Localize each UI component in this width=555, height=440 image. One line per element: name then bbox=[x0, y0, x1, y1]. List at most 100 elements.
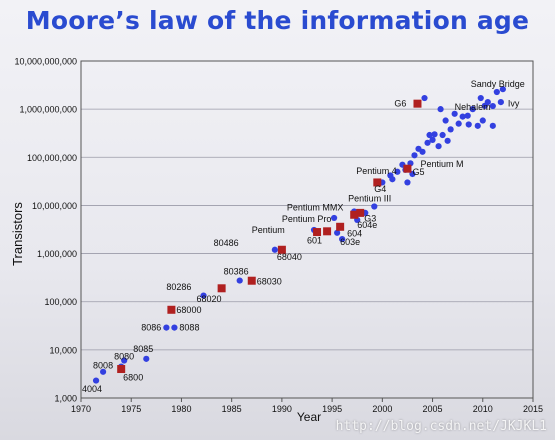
intel-data-point bbox=[437, 106, 444, 113]
x-tick-label: 1995 bbox=[322, 404, 342, 414]
intel-data-point bbox=[429, 136, 436, 143]
processor-label: 603e bbox=[340, 237, 360, 247]
intel-data-point bbox=[143, 355, 150, 362]
x-axis-label: Year bbox=[297, 410, 321, 424]
motorola-data-point bbox=[336, 222, 345, 231]
grid-layer bbox=[81, 108, 533, 351]
processor-label: 4004 bbox=[82, 384, 102, 394]
y-tick-label: 1,000,000,000 bbox=[19, 105, 77, 115]
x-tick-label: 1980 bbox=[171, 404, 191, 414]
y-tick-label: 100,000 bbox=[44, 297, 77, 307]
intel-data-point bbox=[451, 110, 458, 117]
y-tick-label: 10,000,000,000 bbox=[14, 57, 77, 67]
motorola-data-point bbox=[323, 227, 332, 236]
intel-data-point bbox=[474, 122, 481, 129]
motorola-data-point bbox=[313, 228, 322, 237]
intel-data-point bbox=[200, 292, 207, 299]
processor-label: Pentium M bbox=[421, 159, 464, 169]
processor-label: Pentium MMX bbox=[287, 203, 344, 213]
chart-title: Moore’s law of the information age bbox=[25, 6, 530, 35]
intel-data-point bbox=[455, 120, 462, 127]
processor-label: 68020 bbox=[197, 294, 222, 304]
intel-data-point bbox=[421, 94, 428, 102]
processor-label: 80386 bbox=[224, 267, 249, 277]
intel-data-point bbox=[389, 176, 396, 183]
intel-data-point bbox=[92, 377, 100, 384]
processor-label: 68030 bbox=[257, 276, 282, 286]
x-tick-label: 1985 bbox=[222, 404, 242, 414]
intel-data-point bbox=[469, 106, 476, 113]
intel-data-point bbox=[99, 368, 107, 375]
y-axis-label: Transistors bbox=[10, 202, 25, 266]
processor-label: 80486 bbox=[214, 238, 239, 248]
processor-label: G3 bbox=[364, 213, 376, 223]
motorola-data-point bbox=[277, 245, 286, 254]
processor-label: G5 bbox=[412, 167, 424, 177]
processor-label: 604 bbox=[347, 229, 362, 239]
motorola-data-point bbox=[167, 305, 176, 314]
intel-data-point bbox=[447, 126, 454, 133]
x-tick-label: 2015 bbox=[523, 404, 543, 414]
intel-data-point bbox=[426, 131, 433, 139]
intel-data-point bbox=[464, 112, 471, 119]
intel-data-point bbox=[484, 99, 491, 106]
processor-label: 8086 bbox=[141, 323, 161, 333]
intel-data-point bbox=[371, 203, 378, 210]
y-tick-label: 1,000 bbox=[54, 394, 77, 404]
y-tick-label: 10,000,000 bbox=[32, 201, 77, 211]
intel-data-point bbox=[419, 148, 426, 155]
processor-label: 68040 bbox=[277, 252, 302, 262]
intel-data-point bbox=[489, 122, 496, 129]
processor-label: G4 bbox=[374, 184, 386, 194]
motorola-data-point bbox=[217, 284, 226, 293]
x-tick-label: 1990 bbox=[272, 404, 292, 414]
intel-data-point bbox=[465, 121, 472, 128]
intel-data-point bbox=[479, 117, 486, 124]
processor-label: 8088 bbox=[179, 323, 199, 333]
processor-label: G6 bbox=[394, 99, 406, 109]
motorola-data-point bbox=[413, 99, 422, 108]
intel-data-point bbox=[497, 99, 504, 106]
points-layer bbox=[92, 86, 506, 384]
intel-data-point bbox=[489, 102, 496, 110]
watermark-text: http://blog.csdn.net/JKJKL1 bbox=[335, 419, 547, 434]
processor-label: Sandy Bridge bbox=[471, 79, 525, 89]
intel-data-point bbox=[493, 88, 500, 96]
processor-label: Pentium Pro bbox=[282, 214, 332, 224]
intel-data-point bbox=[442, 117, 449, 124]
intel-data-point bbox=[163, 324, 170, 331]
intel-data-point bbox=[459, 113, 466, 120]
intel-data-point bbox=[431, 131, 438, 138]
intel-data-point bbox=[121, 357, 128, 364]
intel-data-point bbox=[404, 179, 411, 186]
intel-data-point bbox=[477, 94, 484, 102]
processor-label: 68000 bbox=[176, 305, 201, 315]
processor-label: Nehalem bbox=[455, 102, 491, 112]
processor-label: Pentium III bbox=[348, 193, 391, 203]
plot-frame bbox=[80, 60, 534, 399]
y-tick-label: 100,000,000 bbox=[27, 153, 77, 163]
y-tick-label: 1,000,000 bbox=[37, 249, 77, 259]
motorola-data-point bbox=[350, 210, 359, 219]
intel-data-point bbox=[499, 86, 506, 93]
x-tick-label: 2000 bbox=[372, 404, 392, 414]
intel-data-point bbox=[236, 277, 243, 284]
x-tick-label: 1975 bbox=[121, 404, 141, 414]
processor-label: 601 bbox=[307, 236, 322, 246]
processor-label: 80286 bbox=[166, 282, 191, 292]
intel-data-point bbox=[394, 168, 401, 175]
intel-data-point bbox=[439, 131, 446, 139]
intel-data-point bbox=[424, 139, 431, 146]
intel-data-point bbox=[334, 229, 341, 236]
axis-layer: 1,000 10,000 100,000 1,000,000 10,000,000 100… bbox=[14, 57, 543, 415]
processor-label: Pentium 4 bbox=[356, 166, 397, 176]
processor-label: 6800 bbox=[123, 373, 143, 383]
x-tick-label: 1970 bbox=[71, 404, 91, 414]
processor-label: Ivy bbox=[508, 99, 520, 109]
processor-label: Pentium bbox=[252, 225, 285, 235]
motorola-data-point bbox=[403, 164, 412, 173]
processor-label: 604e bbox=[357, 220, 377, 230]
